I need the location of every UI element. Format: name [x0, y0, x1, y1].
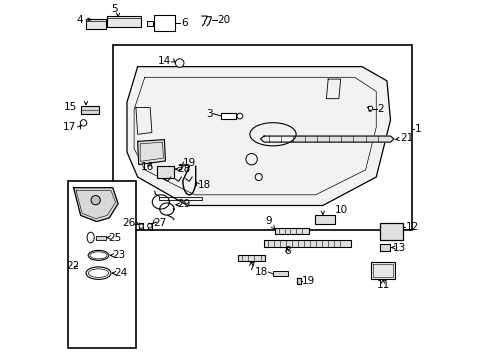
Text: 15: 15 [64, 102, 77, 112]
Text: 1: 1 [413, 124, 420, 134]
Bar [146, 21, 153, 26]
Polygon shape [127, 67, 390, 206]
Circle shape [91, 195, 100, 205]
Bar [238, 255, 264, 261]
Circle shape [175, 59, 183, 67]
Text: 21: 21 [400, 133, 413, 143]
Bar [379, 244, 390, 251]
Text: 12: 12 [405, 222, 418, 232]
Bar [68, 181, 136, 348]
Text: 27: 27 [153, 217, 166, 228]
Text: 10: 10 [335, 205, 348, 215]
Text: 9: 9 [265, 216, 272, 226]
Text: 13: 13 [392, 243, 405, 252]
Ellipse shape [88, 269, 108, 278]
Text: 20: 20 [217, 15, 230, 24]
Circle shape [237, 113, 242, 119]
Polygon shape [260, 136, 393, 142]
Text: 16: 16 [141, 162, 154, 172]
Circle shape [80, 120, 86, 126]
Circle shape [139, 224, 143, 228]
Circle shape [255, 174, 262, 181]
Polygon shape [138, 140, 165, 165]
Text: 11: 11 [376, 280, 389, 290]
Bar [314, 216, 335, 224]
Bar [275, 228, 309, 234]
Text: 24: 24 [114, 268, 127, 278]
Text: 14: 14 [158, 56, 171, 66]
Bar [221, 113, 236, 119]
Bar [379, 223, 402, 240]
Text: 3: 3 [205, 109, 212, 118]
Text: 28: 28 [177, 164, 190, 174]
Bar [86, 19, 105, 28]
Text: 29: 29 [177, 199, 190, 209]
Ellipse shape [88, 250, 109, 260]
Bar [81, 106, 98, 114]
Ellipse shape [86, 267, 111, 279]
Bar [107, 16, 141, 27]
Text: 19: 19 [301, 276, 314, 286]
Text: 19: 19 [183, 158, 196, 168]
Polygon shape [73, 188, 118, 221]
Bar [370, 262, 394, 279]
Text: 17: 17 [63, 122, 76, 132]
Ellipse shape [87, 232, 94, 243]
Text: 23: 23 [112, 250, 125, 260]
Polygon shape [297, 279, 300, 284]
Text: 26: 26 [122, 217, 135, 228]
Circle shape [367, 106, 372, 111]
Text: 7: 7 [247, 262, 254, 272]
Text: 18: 18 [198, 180, 211, 190]
Text: 22: 22 [66, 261, 80, 271]
Text: 8: 8 [284, 247, 290, 256]
Text: 2: 2 [377, 104, 384, 114]
Text: 18: 18 [254, 267, 267, 277]
Text: 4: 4 [77, 15, 83, 24]
Bar [157, 166, 174, 178]
Ellipse shape [249, 123, 296, 146]
Text: 5: 5 [111, 4, 117, 14]
Bar [96, 236, 105, 240]
Bar [272, 271, 287, 276]
Bar [153, 15, 175, 31]
Bar [264, 240, 350, 247]
Ellipse shape [90, 252, 107, 259]
Text: 25: 25 [108, 233, 122, 243]
Bar [113, 45, 411, 230]
Circle shape [245, 153, 257, 165]
Text: 6: 6 [181, 18, 187, 28]
Circle shape [147, 224, 152, 228]
